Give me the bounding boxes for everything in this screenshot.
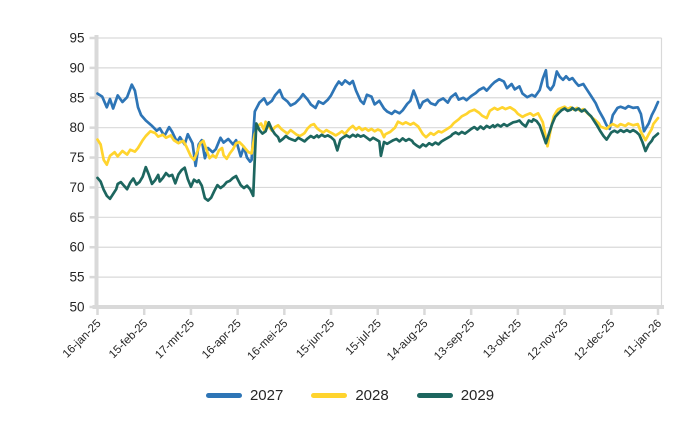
y-tick-label-80: 80 — [69, 120, 84, 135]
y-tick-label-60: 60 — [69, 240, 84, 255]
x-tick-label-15-feb-25: 15-feb-25 — [107, 318, 150, 361]
legend-label-2028: 2028 — [355, 387, 389, 404]
legend-label-2027: 2027 — [249, 387, 284, 404]
x-tick-label-15-jun-25: 15-jun-25 — [294, 318, 337, 361]
legend-label-2029: 2029 — [460, 387, 495, 404]
y-tick-label-70: 70 — [69, 180, 84, 195]
x-tick-label-14-aug-25: 14-aug-25 — [385, 318, 431, 364]
x-tick-label-17-mrt-25: 17-mrt-25 — [153, 318, 197, 362]
y-tick-label-75: 75 — [69, 150, 84, 165]
series-line-2029[interactable] — [96, 106, 660, 202]
y-tick-label-55: 55 — [69, 270, 84, 285]
x-tick-label-16-mei-25: 16-mei-25 — [245, 318, 290, 363]
x-tick-label-16-jan-25: 16-jan-25 — [61, 318, 104, 361]
x-tick-label-12-dec-25: 12-dec-25 — [572, 318, 617, 363]
x-tick-label-15-jul-25: 15-jul-25 — [344, 318, 384, 358]
x-tick-label-16-apr-25: 16-apr-25 — [200, 318, 244, 362]
x-tick-label-12-nov-25: 12-nov-25 — [526, 318, 571, 363]
legend-swatch-2029 — [416, 393, 453, 398]
legend-swatch-2028 — [311, 393, 348, 398]
legend-item-2028[interactable]: 2028 — [311, 387, 389, 404]
series-line-2027[interactable] — [96, 68, 660, 168]
legend-item-2027[interactable]: 2027 — [205, 387, 284, 404]
x-tick-label-13-okt-25: 13-okt-25 — [481, 318, 524, 361]
chart-legend: 2027 2028 2029 — [0, 387, 700, 404]
legend-item-2029[interactable]: 2029 — [416, 387, 495, 404]
y-tick-label-85: 85 — [69, 90, 84, 105]
y-tick-label-95: 95 — [69, 31, 84, 46]
series-line-2028[interactable] — [96, 105, 660, 167]
legend-swatch-2027 — [205, 393, 242, 398]
x-tick-label-11-jan-26: 11-jan-26 — [622, 318, 664, 360]
y-tick-label-50: 50 — [69, 300, 84, 315]
x-tick-label-13-sep-25: 13-sep-25 — [432, 318, 477, 363]
y-tick-label-90: 90 — [69, 60, 84, 75]
y-tick-label-65: 65 — [69, 210, 84, 225]
